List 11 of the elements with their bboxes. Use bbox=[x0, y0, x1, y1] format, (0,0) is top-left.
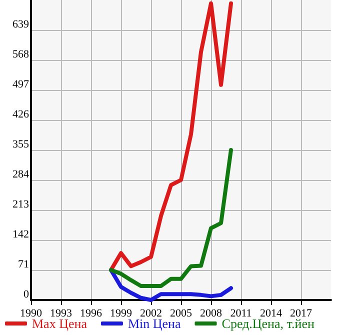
y-tick-label: 71 bbox=[18, 258, 29, 270]
y-tick-label: 568 bbox=[12, 48, 30, 60]
y-tick-label: 284 bbox=[12, 168, 30, 180]
y-tick-label: 639 bbox=[12, 18, 30, 30]
y-tick-label: 426 bbox=[12, 108, 30, 120]
y-tick-label: 142 bbox=[12, 228, 29, 240]
y-tick-label: 213 bbox=[12, 198, 30, 210]
y-tick-label: 0 bbox=[24, 288, 30, 300]
x-tick-label: 2008 bbox=[200, 308, 222, 320]
y-tick-label: 497 bbox=[12, 78, 30, 90]
y-tick-label: 355 bbox=[12, 138, 30, 150]
